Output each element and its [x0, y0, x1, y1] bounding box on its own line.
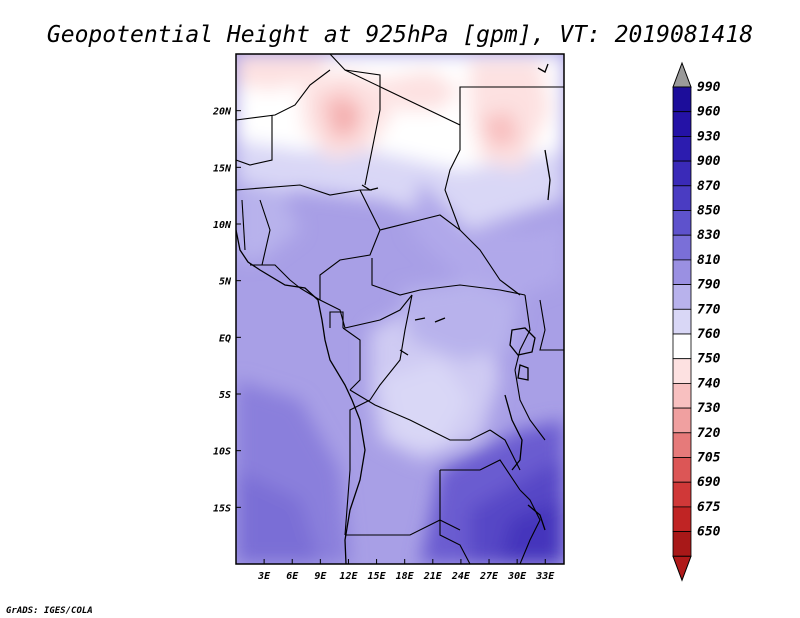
colorbar-swatch — [672, 135, 692, 162]
colorbar-swatch — [672, 111, 692, 137]
lon-tick-label: 3E — [257, 571, 271, 582]
colorbar-swatch — [672, 432, 692, 458]
lon-tick-label: 9E — [314, 571, 327, 582]
colorbar-level-label: 930 — [697, 129, 721, 144]
coastlines — [236, 63, 551, 564]
colorbar-level-label: 900 — [697, 154, 721, 169]
colorbar-level-label: 740 — [697, 376, 721, 391]
lat-tick-label: 5N — [219, 277, 232, 288]
colorbar-level-label: 730 — [697, 401, 721, 416]
lat-tick-label: 10N — [213, 220, 232, 231]
lon-tick-label: 21E — [423, 571, 443, 582]
colorbar-top-arrow — [672, 61, 692, 88]
lon-tick-label: 12E — [339, 571, 358, 582]
map-title: Geopotential Height at 925hPa [gpm], VT:… — [47, 22, 753, 48]
latitude-axis: 20N 15N 10N 5N EQ 5S 10S 15S — [212, 107, 241, 514]
lat-tick-label: 15N — [213, 163, 232, 174]
colorbar-level-label: 760 — [697, 327, 721, 342]
colorbar-level-label: 960 — [697, 105, 721, 120]
colorbar-swatch — [672, 457, 692, 483]
colorbar-swatch — [672, 308, 692, 335]
colorbar-level-label: 705 — [697, 451, 721, 466]
lat-tick-label: EQ — [219, 333, 231, 344]
colorbar-swatch — [672, 210, 692, 236]
lon-tick-label: 24E — [451, 571, 471, 582]
colorbar-swatch — [672, 333, 692, 360]
colorbar-swatch — [672, 531, 692, 557]
colorbar-level-label: 810 — [697, 253, 721, 268]
map-panel: 3E 6E 9E 12E 15E 18E 21E 24E 27E 30E 33E 20N 15N 10N… — [212, 53, 565, 582]
colorbar-level-label: 750 — [697, 352, 721, 367]
colorbar-level-label: 690 — [697, 475, 721, 490]
lon-tick-label: 15E — [368, 571, 387, 582]
lon-tick-label: 18E — [396, 571, 415, 582]
colorbar-swatch — [672, 284, 692, 310]
colorbar-swatch — [672, 259, 692, 285]
longitude-axis: 3E 6E 9E 12E 15E 18E 21E 24E 27E 30E 33E — [257, 559, 555, 582]
lat-tick-label: 5S — [219, 390, 231, 401]
lat-tick-label: 10S — [213, 447, 231, 458]
lon-tick-label: 6E — [286, 571, 299, 582]
colorbar-level-label: 770 — [697, 302, 721, 317]
colorbar-swatch — [672, 506, 692, 532]
colorbar-swatch — [672, 160, 692, 187]
height-field — [236, 54, 564, 564]
colorbar-level-label: 850 — [697, 204, 721, 219]
colorbar-level-label: 720 — [697, 426, 721, 441]
grads-credit: GrADS: IGES/COLA — [6, 606, 93, 616]
lat-tick-label: 15S — [213, 503, 231, 514]
colorbar-legend: 990 960 930 900 870 850 830 810 790 770 760 750 740 7… — [672, 61, 721, 582]
colorbar-swatch — [672, 481, 692, 508]
colorbar-level-label: 870 — [697, 179, 721, 194]
colorbar-swatch — [672, 86, 692, 113]
colorbar-swatch — [672, 382, 692, 409]
lon-tick-label: 27E — [479, 571, 499, 582]
colorbar-level-label: 790 — [697, 278, 721, 293]
colorbar-bottom-arrow — [672, 555, 692, 582]
colorbar-swatch — [672, 407, 692, 434]
country-borders — [236, 54, 564, 564]
lon-tick-label: 30E — [507, 571, 527, 582]
colorbar-swatch — [672, 234, 692, 261]
lon-tick-label: 33E — [535, 571, 555, 582]
lat-tick-label: 20N — [212, 107, 232, 118]
colorbar-swatch — [672, 358, 692, 384]
colorbar-level-label: 650 — [697, 525, 721, 540]
colorbar-level-label: 675 — [697, 500, 721, 515]
colorbar-level-label: 990 — [697, 80, 721, 95]
colorbar-level-label: 830 — [697, 228, 721, 243]
map-frame — [235, 53, 565, 565]
colorbar-swatch — [672, 185, 692, 211]
